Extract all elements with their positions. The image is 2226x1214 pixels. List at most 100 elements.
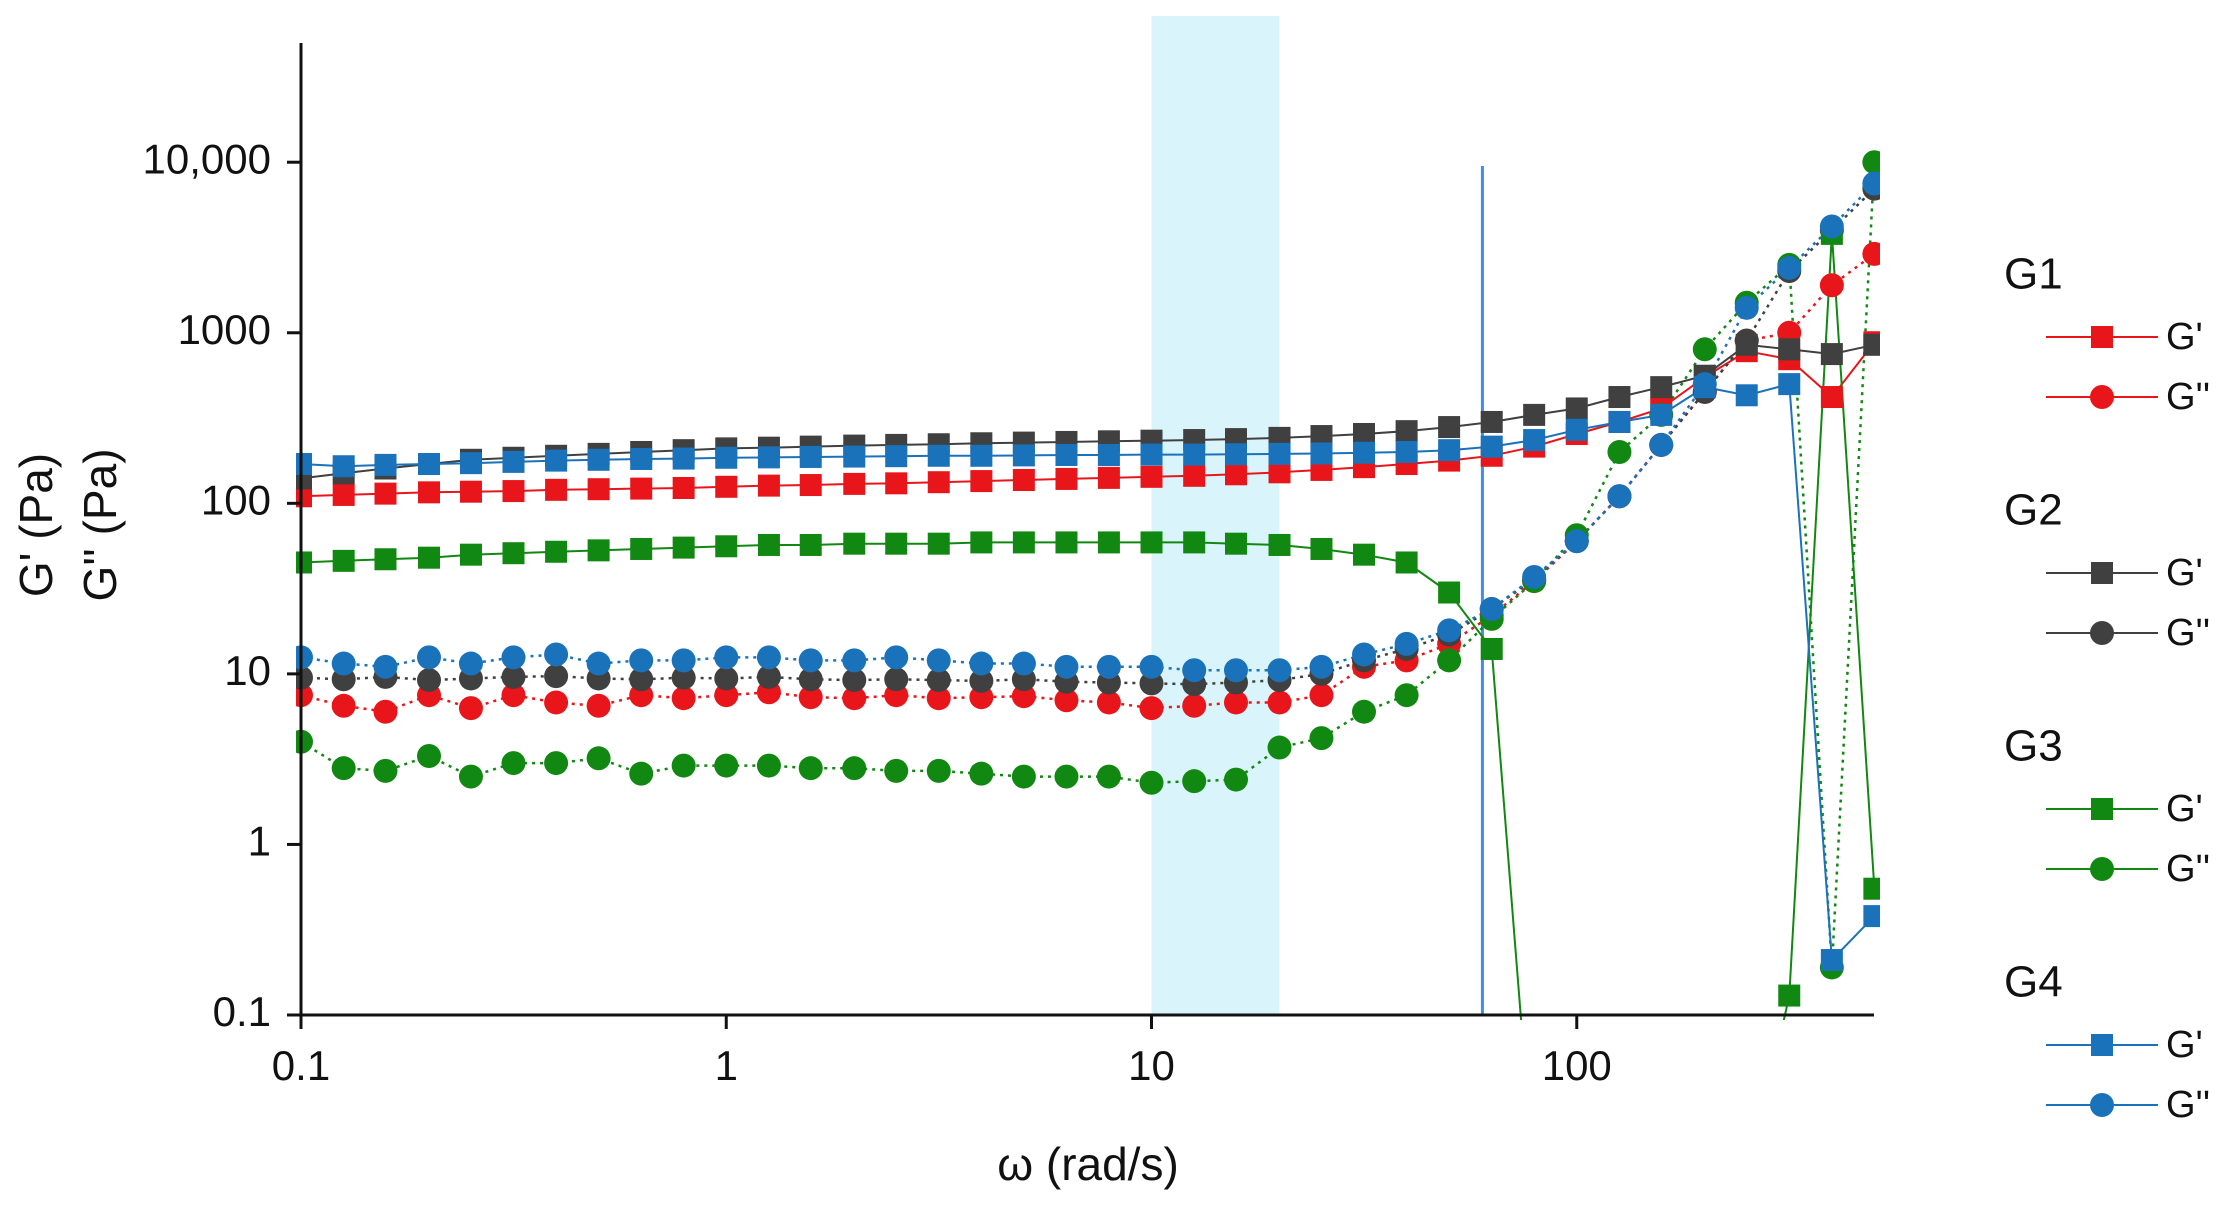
- marker: [1183, 443, 1206, 466]
- marker: [1480, 637, 1503, 660]
- y-tick-label: 1: [248, 818, 271, 865]
- marker: [1310, 537, 1333, 560]
- marker: [1607, 484, 1632, 509]
- marker: [587, 539, 610, 562]
- marker: [927, 532, 950, 555]
- marker: [714, 645, 739, 670]
- marker: [672, 536, 695, 559]
- legend-label: G': [2166, 552, 2203, 594]
- y-tick-label: 1000: [178, 306, 271, 353]
- y-axis-label: G'' (Pa): [74, 448, 126, 601]
- marker: [672, 447, 695, 470]
- marker: [1650, 1175, 1672, 1197]
- marker: [1139, 696, 1164, 721]
- marker: [714, 753, 739, 778]
- marker: [331, 651, 356, 676]
- legend-label: G'': [2166, 612, 2210, 654]
- y-tick-label: 10,000: [143, 135, 271, 182]
- marker: [1438, 416, 1461, 439]
- marker: [1734, 328, 1759, 353]
- marker: [630, 477, 653, 500]
- marker: [587, 448, 610, 471]
- marker: [798, 756, 823, 781]
- marker: [1819, 214, 1844, 239]
- marker: [544, 751, 569, 776]
- marker: [1395, 440, 1418, 463]
- marker: [1778, 984, 1801, 1007]
- marker: [1862, 241, 1880, 266]
- marker: [1223, 658, 1248, 683]
- marker: [970, 531, 993, 554]
- marker: [1139, 654, 1164, 679]
- marker: [1522, 564, 1547, 589]
- marker: [587, 478, 610, 501]
- marker: [1863, 905, 1880, 928]
- marker: [1650, 403, 1673, 426]
- marker: [1140, 531, 1163, 554]
- marker: [1777, 255, 1802, 280]
- marker: [926, 686, 951, 711]
- y-tick-label: 0.1: [213, 988, 271, 1035]
- legend-label: G': [2166, 788, 2203, 830]
- x-axis-label: ω (rad/s): [997, 1138, 1179, 1190]
- marker: [1097, 444, 1120, 467]
- marker: [842, 756, 867, 781]
- marker: [1438, 439, 1461, 462]
- marker: [1268, 461, 1291, 484]
- marker: [1054, 688, 1079, 713]
- marker: [332, 483, 355, 506]
- marker: [1097, 531, 1120, 554]
- legend-marker: [2090, 621, 2114, 645]
- marker: [1096, 654, 1121, 679]
- marker: [1523, 429, 1546, 452]
- marker: [1736, 1175, 1758, 1197]
- marker: [1268, 533, 1291, 556]
- marker: [458, 696, 483, 721]
- y-tick-label: 100: [201, 476, 271, 523]
- legend-label: G': [2166, 316, 2203, 358]
- marker: [544, 664, 569, 689]
- marker: [586, 746, 611, 771]
- marker: [1608, 386, 1631, 409]
- legend-label: G'': [2166, 376, 2210, 418]
- x-tick-label: 10: [1128, 1042, 1175, 1089]
- marker: [1011, 684, 1036, 709]
- marker: [331, 756, 356, 781]
- marker: [969, 668, 994, 693]
- marker: [459, 480, 482, 503]
- marker: [671, 648, 696, 673]
- marker: [798, 648, 823, 673]
- marker: [1734, 295, 1759, 320]
- marker: [373, 699, 398, 724]
- series-line: [300, 162, 1876, 968]
- marker: [459, 452, 482, 475]
- marker: [418, 481, 441, 504]
- marker: [417, 668, 442, 693]
- marker: [798, 685, 823, 710]
- marker: [545, 540, 568, 563]
- marker: [1268, 442, 1291, 465]
- marker: [927, 444, 950, 467]
- marker: [1310, 425, 1333, 448]
- plot-area: [296, 150, 1880, 1197]
- marker: [502, 450, 525, 473]
- legend-marker: [2091, 798, 2113, 820]
- marker: [1183, 464, 1206, 487]
- marker: [926, 668, 951, 693]
- marker: [1012, 444, 1035, 467]
- marker: [1182, 658, 1207, 683]
- marker: [586, 693, 611, 718]
- marker: [885, 472, 908, 495]
- x-tick-label: 1: [715, 1042, 738, 1089]
- y-axis-label: G' (Pa): [10, 453, 62, 597]
- marker: [756, 753, 781, 778]
- y-tick-label: 10: [224, 647, 271, 694]
- marker: [374, 482, 397, 505]
- marker: [926, 648, 951, 673]
- marker: [1182, 769, 1207, 794]
- marker: [672, 476, 695, 499]
- marker: [630, 537, 653, 560]
- marker: [969, 651, 994, 676]
- marker: [417, 645, 442, 670]
- marker: [884, 667, 909, 692]
